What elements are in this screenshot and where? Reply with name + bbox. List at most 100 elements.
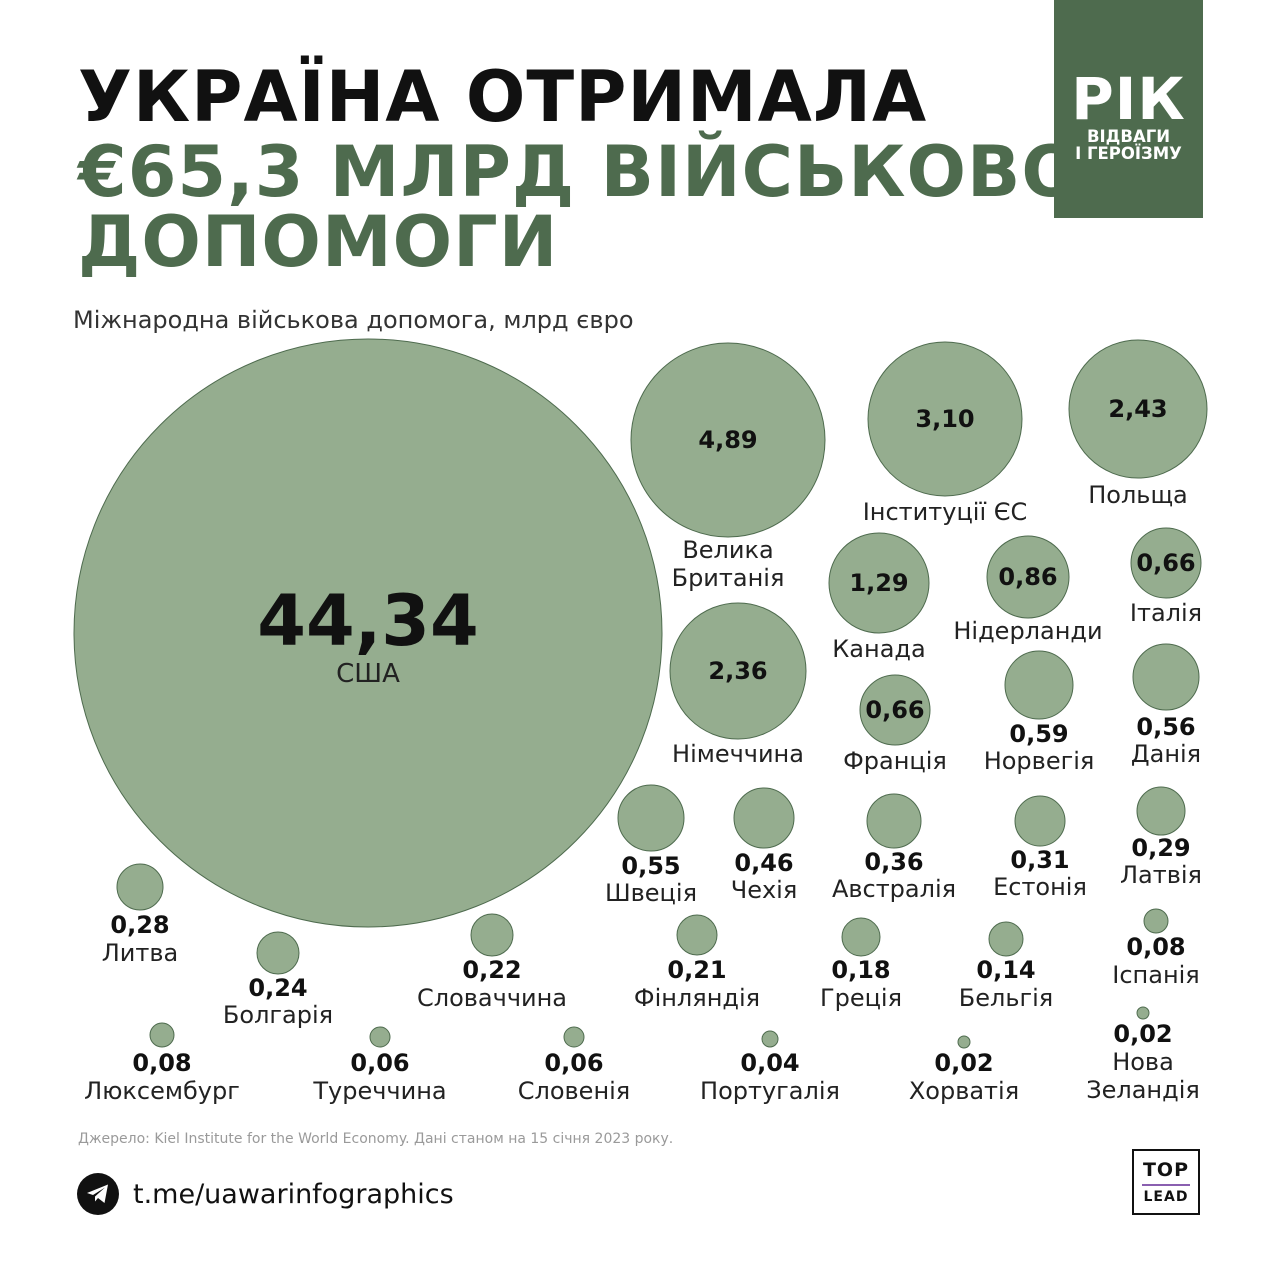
country-label-turkey: Туреччина [312, 1077, 446, 1105]
country-label-line: Зеландія [1086, 1076, 1200, 1104]
value-label-finland: 0,21 [667, 956, 726, 984]
value-label-poland: 2,43 [1108, 395, 1167, 423]
bubble-luxembourg [149, 1022, 175, 1048]
value-label-denmark: 0,56 [1136, 713, 1195, 741]
country-label-luxembourg: Люксембург [84, 1077, 240, 1105]
value-label-netherlands: 0,86 [998, 563, 1057, 591]
bubble-norway [1004, 650, 1074, 720]
country-label-lithuania: Литва [102, 939, 178, 967]
bubble-group-great-britain: 4,89 Велика Британія [630, 342, 826, 592]
country-label-slovakia: Словаччина [417, 984, 567, 1012]
value-label-belgium: 0,14 [976, 956, 1035, 984]
bubble-lithuania [116, 863, 164, 911]
value-label-luxembourg: 0,08 [132, 1049, 191, 1077]
bubble-estonia [1014, 795, 1066, 847]
value-label-latvia: 0,29 [1131, 834, 1190, 862]
bubble-group-eu-institutions: 3,10 Інституції ЄС [863, 341, 1028, 526]
telegram-url[interactable]: t.me/uawarinfographics [133, 1178, 454, 1210]
bubble-group-poland: 2,43 Польща [1068, 339, 1208, 509]
bubble-croatia [957, 1035, 971, 1049]
bubble-denmark [1132, 643, 1200, 711]
toplead-logo: TOP LEAD [1132, 1149, 1200, 1215]
value-label-new-zealand: 0,02 [1113, 1020, 1172, 1048]
value-label-bulgaria: 0,24 [248, 974, 307, 1002]
bubble-usa [73, 338, 663, 928]
logo-top-text: TOP [1142, 1158, 1190, 1181]
source-note: Джерело: Kiel Institute for the World Ec… [78, 1131, 674, 1147]
bubble-poland [1068, 339, 1208, 479]
chart-subtitle: Міжнародна військова допомога, млрд євро [73, 306, 634, 334]
bubble-germany [669, 602, 807, 740]
country-label-belgium: Бельгія [959, 984, 1053, 1012]
bubble-slovenia [563, 1026, 585, 1048]
bubble-group-france: 0,66 Франція [843, 674, 947, 775]
bubble-sweden [617, 784, 685, 852]
value-label-canada: 1,29 [849, 569, 908, 597]
value-label-croatia: 0,02 [934, 1049, 993, 1077]
logo-divider [1142, 1183, 1190, 1186]
country-label-australia: Австралія [832, 875, 956, 903]
country-label-finland: Фінляндія [634, 984, 760, 1012]
bubble-greece [841, 917, 881, 957]
value-label-germany: 2,36 [708, 657, 767, 685]
telegram-link[interactable]: t.me/uawarinfographics [77, 1173, 454, 1215]
value-label-czechia: 0,46 [734, 849, 793, 877]
title-line-3: ДОПОМОГИ [78, 201, 559, 283]
bubble-eu-institutions [867, 341, 1023, 497]
value-label-norway: 0,59 [1009, 720, 1068, 748]
value-label-slovenia: 0,06 [544, 1049, 603, 1077]
badge-title: РІК [1071, 65, 1186, 133]
value-label-spain: 0,08 [1126, 933, 1185, 961]
country-label-portugal: Португалія [700, 1077, 840, 1105]
value-label-australia: 0,36 [864, 848, 923, 876]
value-label-slovakia: 0,22 [462, 956, 521, 984]
country-label-sweden: Швеція [605, 879, 697, 907]
country-label-estonia: Естонія [993, 873, 1087, 901]
value-label-lithuania: 0,28 [110, 911, 169, 939]
country-label-new-zealand: Нова Зеландія [1086, 1048, 1200, 1104]
value-label-portugal: 0,04 [740, 1049, 799, 1077]
year-badge: РІК ВІДВАГИ І ГЕРОЇЗМУ [1054, 0, 1203, 218]
bubble-bulgaria [256, 931, 300, 975]
bubble-great-britain [630, 342, 826, 538]
bubble-group-netherlands: 0,86 Нідерланди [953, 535, 1103, 645]
telegram-icon [77, 1173, 119, 1215]
country-label-czechia: Чехія [731, 876, 798, 904]
country-label-slovenia: Словенія [518, 1077, 631, 1105]
bubble-france [859, 674, 931, 746]
country-label-bulgaria: Болгарія [223, 1001, 333, 1029]
value-label-eu-institutions: 3,10 [915, 405, 974, 433]
value-label-france: 0,66 [865, 696, 924, 724]
country-label-latvia: Латвія [1120, 861, 1202, 889]
country-label-netherlands: Нідерланди [953, 617, 1102, 645]
country-label-usa: США [336, 659, 400, 689]
badge-line-1: ВІДВАГИ [1086, 127, 1171, 146]
bubble-slovakia [470, 913, 514, 957]
country-label-eu-institutions: Інституції ЄС [863, 498, 1028, 526]
bubble-portugal [761, 1030, 779, 1048]
value-label-italy: 0,66 [1136, 549, 1195, 577]
country-label-italy: Італія [1130, 599, 1202, 627]
title-line-2: €65,3 МЛРД ВІЙСЬКОВОЇ [78, 131, 1109, 213]
country-label-great-britain: Велика Британія [672, 536, 785, 592]
country-label-denmark: Данія [1131, 740, 1201, 768]
bubble-spain [1143, 908, 1169, 934]
